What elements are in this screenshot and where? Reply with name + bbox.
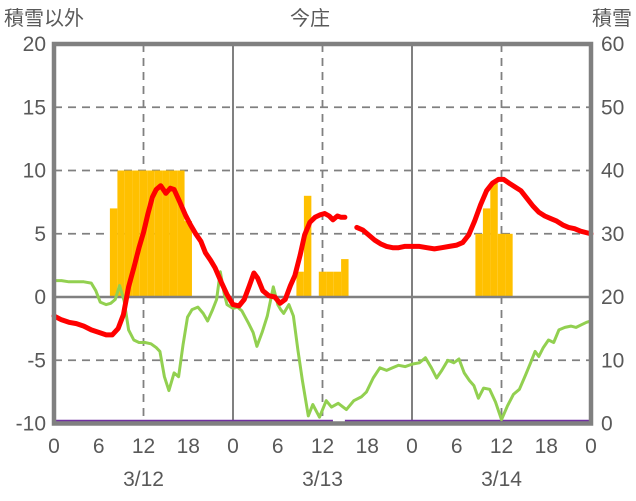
x-tick-label: 18 [177,435,200,458]
plot-border [51,41,594,426]
right-axis-title: 積雪 [592,7,632,30]
x-tick-label: 0 [406,435,418,458]
y-right-tick-label: 60 [601,33,624,56]
left-axis-title: 積雪以外 [4,7,84,30]
snow-bar [303,195,312,297]
snow-bar [169,170,178,297]
snow-bar [162,170,170,297]
red-line [51,183,348,338]
y-right-tick-label: 40 [601,160,624,183]
y-right-tick-label: 50 [601,96,624,119]
snow-bar [117,170,125,297]
x-tick-label: 18 [535,435,558,458]
snow-bar [497,233,506,298]
y-right-tick-label: 30 [601,223,624,246]
y-left-tick-label: 10 [23,160,46,183]
red-line [354,176,594,252]
y-left-tick-label: -10 [16,413,46,436]
y-left-tick-label: 15 [23,96,46,119]
x-tick-label: 12 [490,435,513,458]
snow-bar [341,259,349,297]
snow-bar [505,233,513,298]
chart-title: 今庄 [290,7,330,30]
y-right-tick-label: 0 [601,413,613,436]
snow-bar [154,170,163,297]
snow-bar [326,271,334,297]
x-tick-label: 12 [311,435,334,458]
y-left-tick-label: 0 [34,286,46,309]
x-tick-label: 6 [272,435,284,458]
x-tick-label: 0 [48,435,60,458]
y-left-tick-label: -5 [27,349,46,372]
y-right-tick-label: 10 [601,349,624,372]
snow-bar [482,208,491,297]
y-left-tick-label: 5 [34,223,46,246]
date-label: 3/14 [481,468,522,491]
snow-bar [177,170,185,297]
snow-bar [333,271,342,297]
x-tick-label: 6 [93,435,105,458]
snow-bar [147,170,155,297]
y-right-tick-label: 20 [601,286,624,309]
snow-bar [318,271,327,297]
date-label: 3/12 [123,468,164,491]
snow-bar [296,271,304,297]
snow-bar [490,183,498,297]
date-label: 3/13 [302,468,343,491]
x-tick-label: 18 [356,435,379,458]
x-tick-label: 12 [132,435,155,458]
snow-bar [475,233,483,298]
snow-bar [132,170,140,297]
green-line [52,270,593,422]
x-tick-label: 0 [585,435,597,458]
snow-bar [109,208,118,297]
x-tick-label: 6 [451,435,463,458]
y-left-tick-label: 20 [23,33,46,56]
snow-bar [124,170,133,297]
x-tick-label: 0 [227,435,239,458]
snow-bar [184,221,192,297]
